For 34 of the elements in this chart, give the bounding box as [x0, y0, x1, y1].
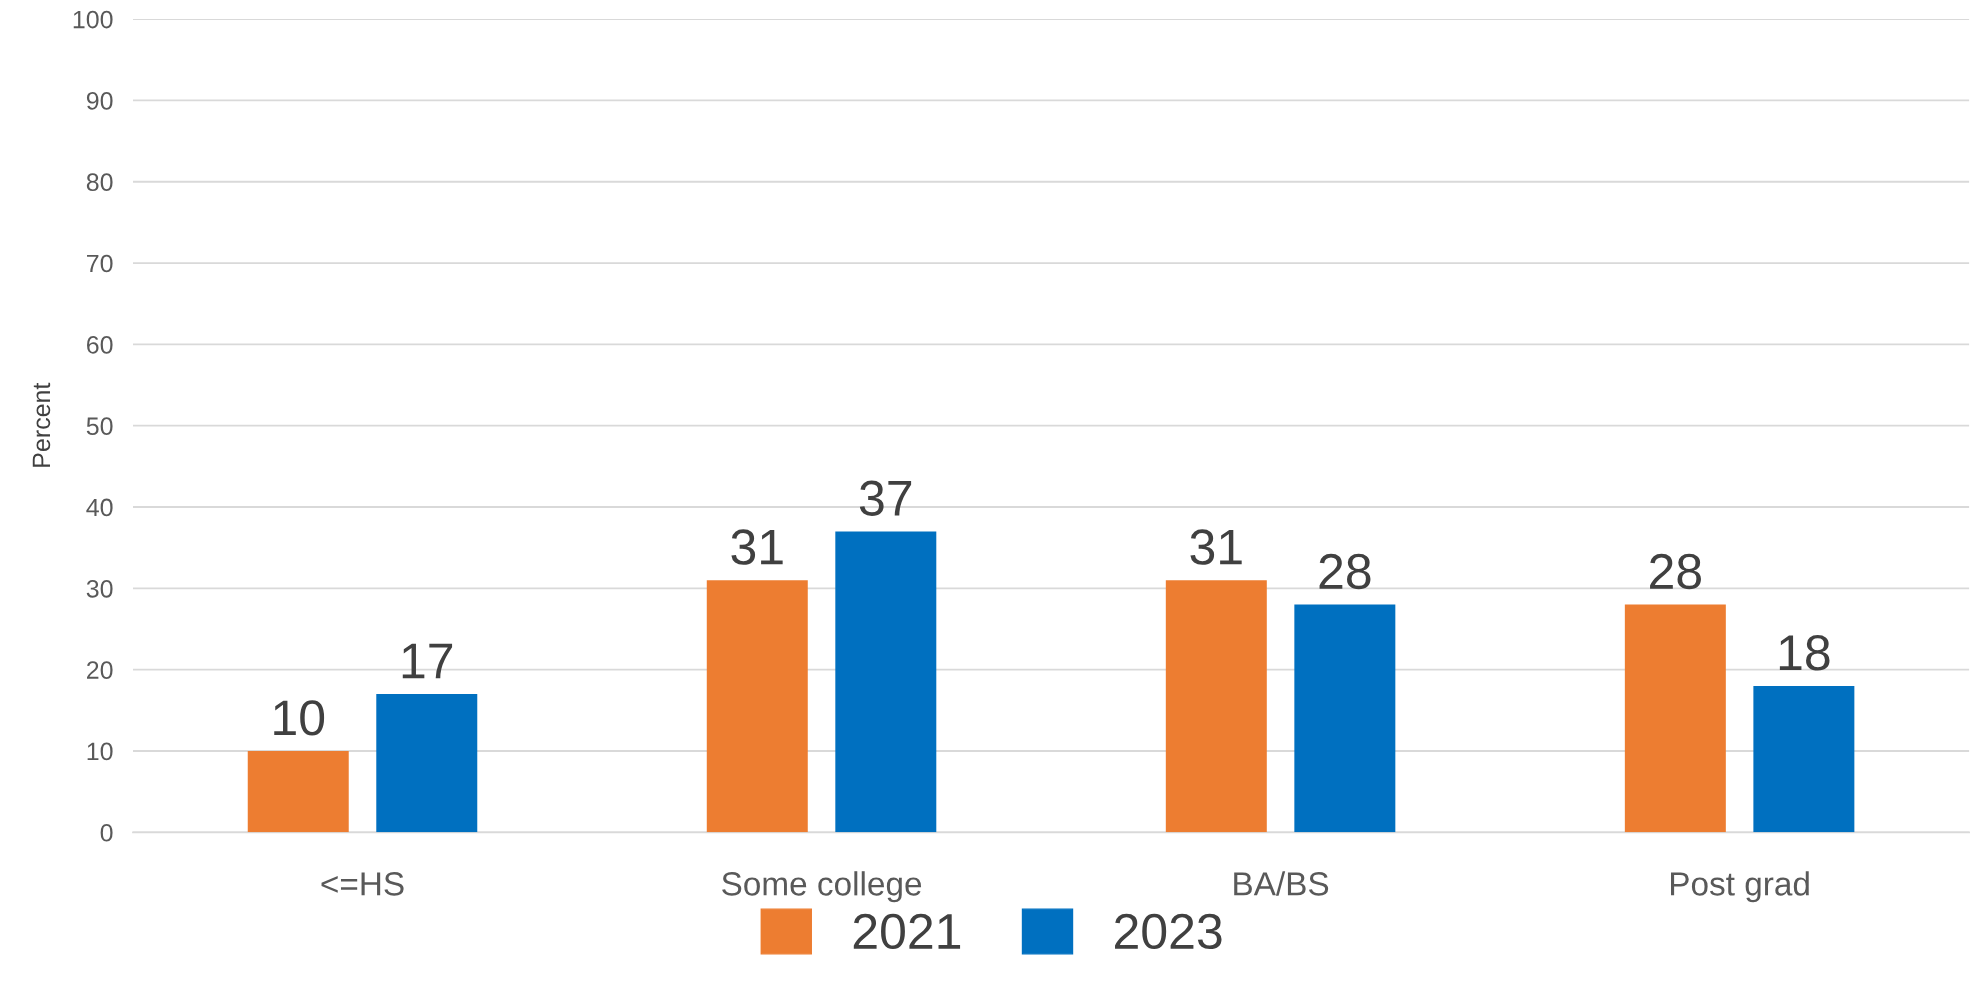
x-tick-label: Some college [722, 871, 922, 903]
y-tick-label: 20 [87, 661, 113, 679]
y-tick-label: 100 [73, 10, 113, 29]
y-tick-label: 60 [87, 335, 113, 354]
data-label: 31 [1190, 529, 1242, 565]
y-tick-label: 10 [87, 742, 113, 761]
data-label: 37 [859, 480, 912, 516]
data-label: 17 [402, 643, 453, 679]
data-label: 31 [731, 529, 783, 565]
y-tick-label: 40 [86, 498, 113, 517]
y-tick-label: 30 [86, 579, 113, 598]
legend-label: 2023 [1115, 913, 1222, 950]
bar [835, 531, 937, 833]
data-label: 28 [1650, 553, 1701, 590]
y-tick-label: 90 [86, 92, 113, 110]
data-label: 28 [1319, 553, 1371, 590]
x-tick-label: BA/BS [1234, 871, 1329, 896]
bar [1624, 604, 1726, 833]
x-tick-label: <=HS [321, 872, 404, 896]
y-tick-label: 80 [86, 173, 113, 192]
bar [706, 580, 808, 833]
legend-label: 2021 [853, 913, 961, 950]
y-axis-title: Percent [32, 382, 51, 467]
y-tick-label: 50 [86, 417, 113, 435]
bar [376, 694, 478, 833]
y-tick-label: 70 [87, 254, 113, 273]
data-label: 18 [1779, 635, 1830, 671]
bar [1165, 580, 1267, 833]
bar [247, 750, 349, 833]
x-tick-label: Post grad [1671, 871, 1809, 903]
bar [1753, 685, 1855, 833]
data-label: 10 [274, 700, 325, 736]
y-tick-label: 0 [100, 823, 113, 842]
bar [1294, 604, 1396, 833]
